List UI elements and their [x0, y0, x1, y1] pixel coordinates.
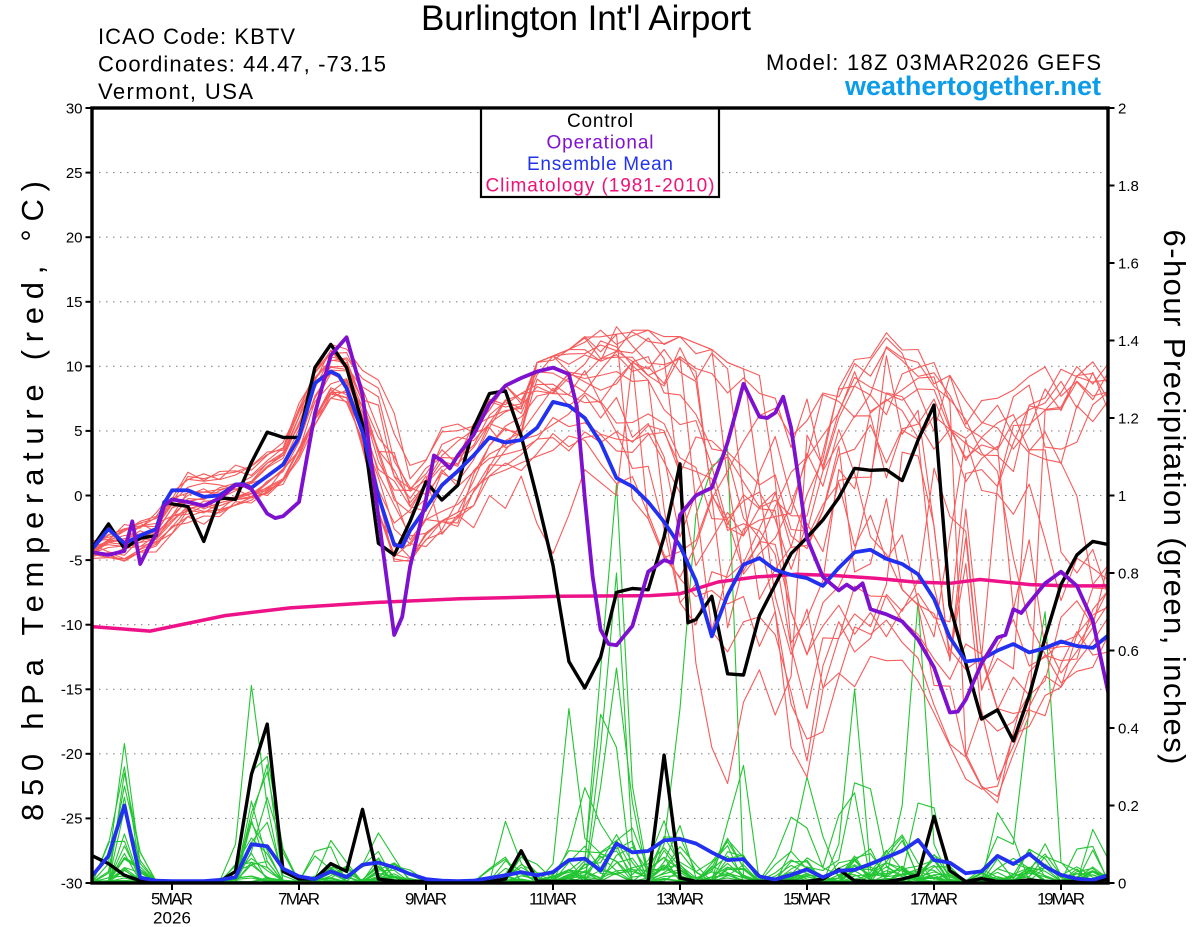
- svg-text:Vermont, USA: Vermont, USA: [98, 79, 253, 104]
- svg-text:15MAR: 15MAR: [783, 890, 831, 909]
- svg-text:Model: 18Z 03MAR2026 GEFS: Model: 18Z 03MAR2026 GEFS: [766, 50, 1101, 75]
- svg-text:-20: -20: [61, 746, 83, 763]
- svg-text:Control: Control: [567, 111, 633, 132]
- svg-text:5MAR: 5MAR: [151, 890, 193, 909]
- svg-text:0: 0: [74, 488, 82, 505]
- svg-text:-15: -15: [61, 682, 83, 699]
- svg-text:1.6: 1.6: [1118, 255, 1139, 272]
- svg-text:-10: -10: [61, 617, 83, 634]
- svg-text:15: 15: [66, 294, 83, 311]
- svg-text:1.2: 1.2: [1118, 410, 1139, 427]
- svg-text:1: 1: [1118, 488, 1126, 505]
- svg-text:17MAR: 17MAR: [910, 890, 958, 909]
- svg-text:1.8: 1.8: [1118, 178, 1139, 195]
- svg-text:6-hour Precipitation (green, i: 6-hour Precipitation (green, inches): [1157, 230, 1192, 765]
- svg-text:13MAR: 13MAR: [656, 890, 704, 909]
- svg-text:ICAO Code: KBTV: ICAO Code: KBTV: [98, 24, 295, 49]
- svg-text:Burlington Int'l Airport: Burlington Int'l Airport: [421, 0, 751, 38]
- svg-text:20: 20: [66, 229, 83, 246]
- svg-text:0.4: 0.4: [1118, 720, 1139, 737]
- svg-text:0.2: 0.2: [1118, 798, 1139, 815]
- svg-text:11MAR: 11MAR: [529, 890, 577, 909]
- svg-text:19MAR: 19MAR: [1037, 890, 1085, 909]
- svg-text:-5: -5: [69, 552, 82, 569]
- svg-text:850 hPa Temperature (red, °C): 850 hPa Temperature (red, °C): [15, 181, 50, 821]
- svg-text:25: 25: [66, 165, 83, 182]
- svg-text:2026: 2026: [153, 909, 191, 927]
- svg-text:10: 10: [66, 359, 83, 376]
- svg-text:Operational: Operational: [547, 133, 654, 154]
- svg-text:7MAR: 7MAR: [278, 890, 320, 909]
- svg-text:weathertogether.net: weathertogether.net: [844, 71, 1101, 101]
- svg-text:-30: -30: [61, 875, 83, 892]
- svg-text:Coordinates: 44.47, -73.15: Coordinates: 44.47, -73.15: [98, 52, 386, 77]
- svg-text:2: 2: [1118, 100, 1126, 117]
- svg-text:0.6: 0.6: [1118, 643, 1139, 660]
- svg-text:0: 0: [1118, 875, 1126, 892]
- svg-text:Ensemble Mean: Ensemble Mean: [527, 154, 673, 175]
- svg-text:5: 5: [74, 423, 82, 440]
- svg-text:0.8: 0.8: [1118, 565, 1139, 582]
- svg-text:9MAR: 9MAR: [405, 890, 447, 909]
- svg-text:Climatology (1981-2010): Climatology (1981-2010): [486, 176, 715, 197]
- svg-text:30: 30: [66, 100, 83, 117]
- svg-text:1.4: 1.4: [1118, 333, 1139, 350]
- svg-text:-25: -25: [61, 811, 83, 828]
